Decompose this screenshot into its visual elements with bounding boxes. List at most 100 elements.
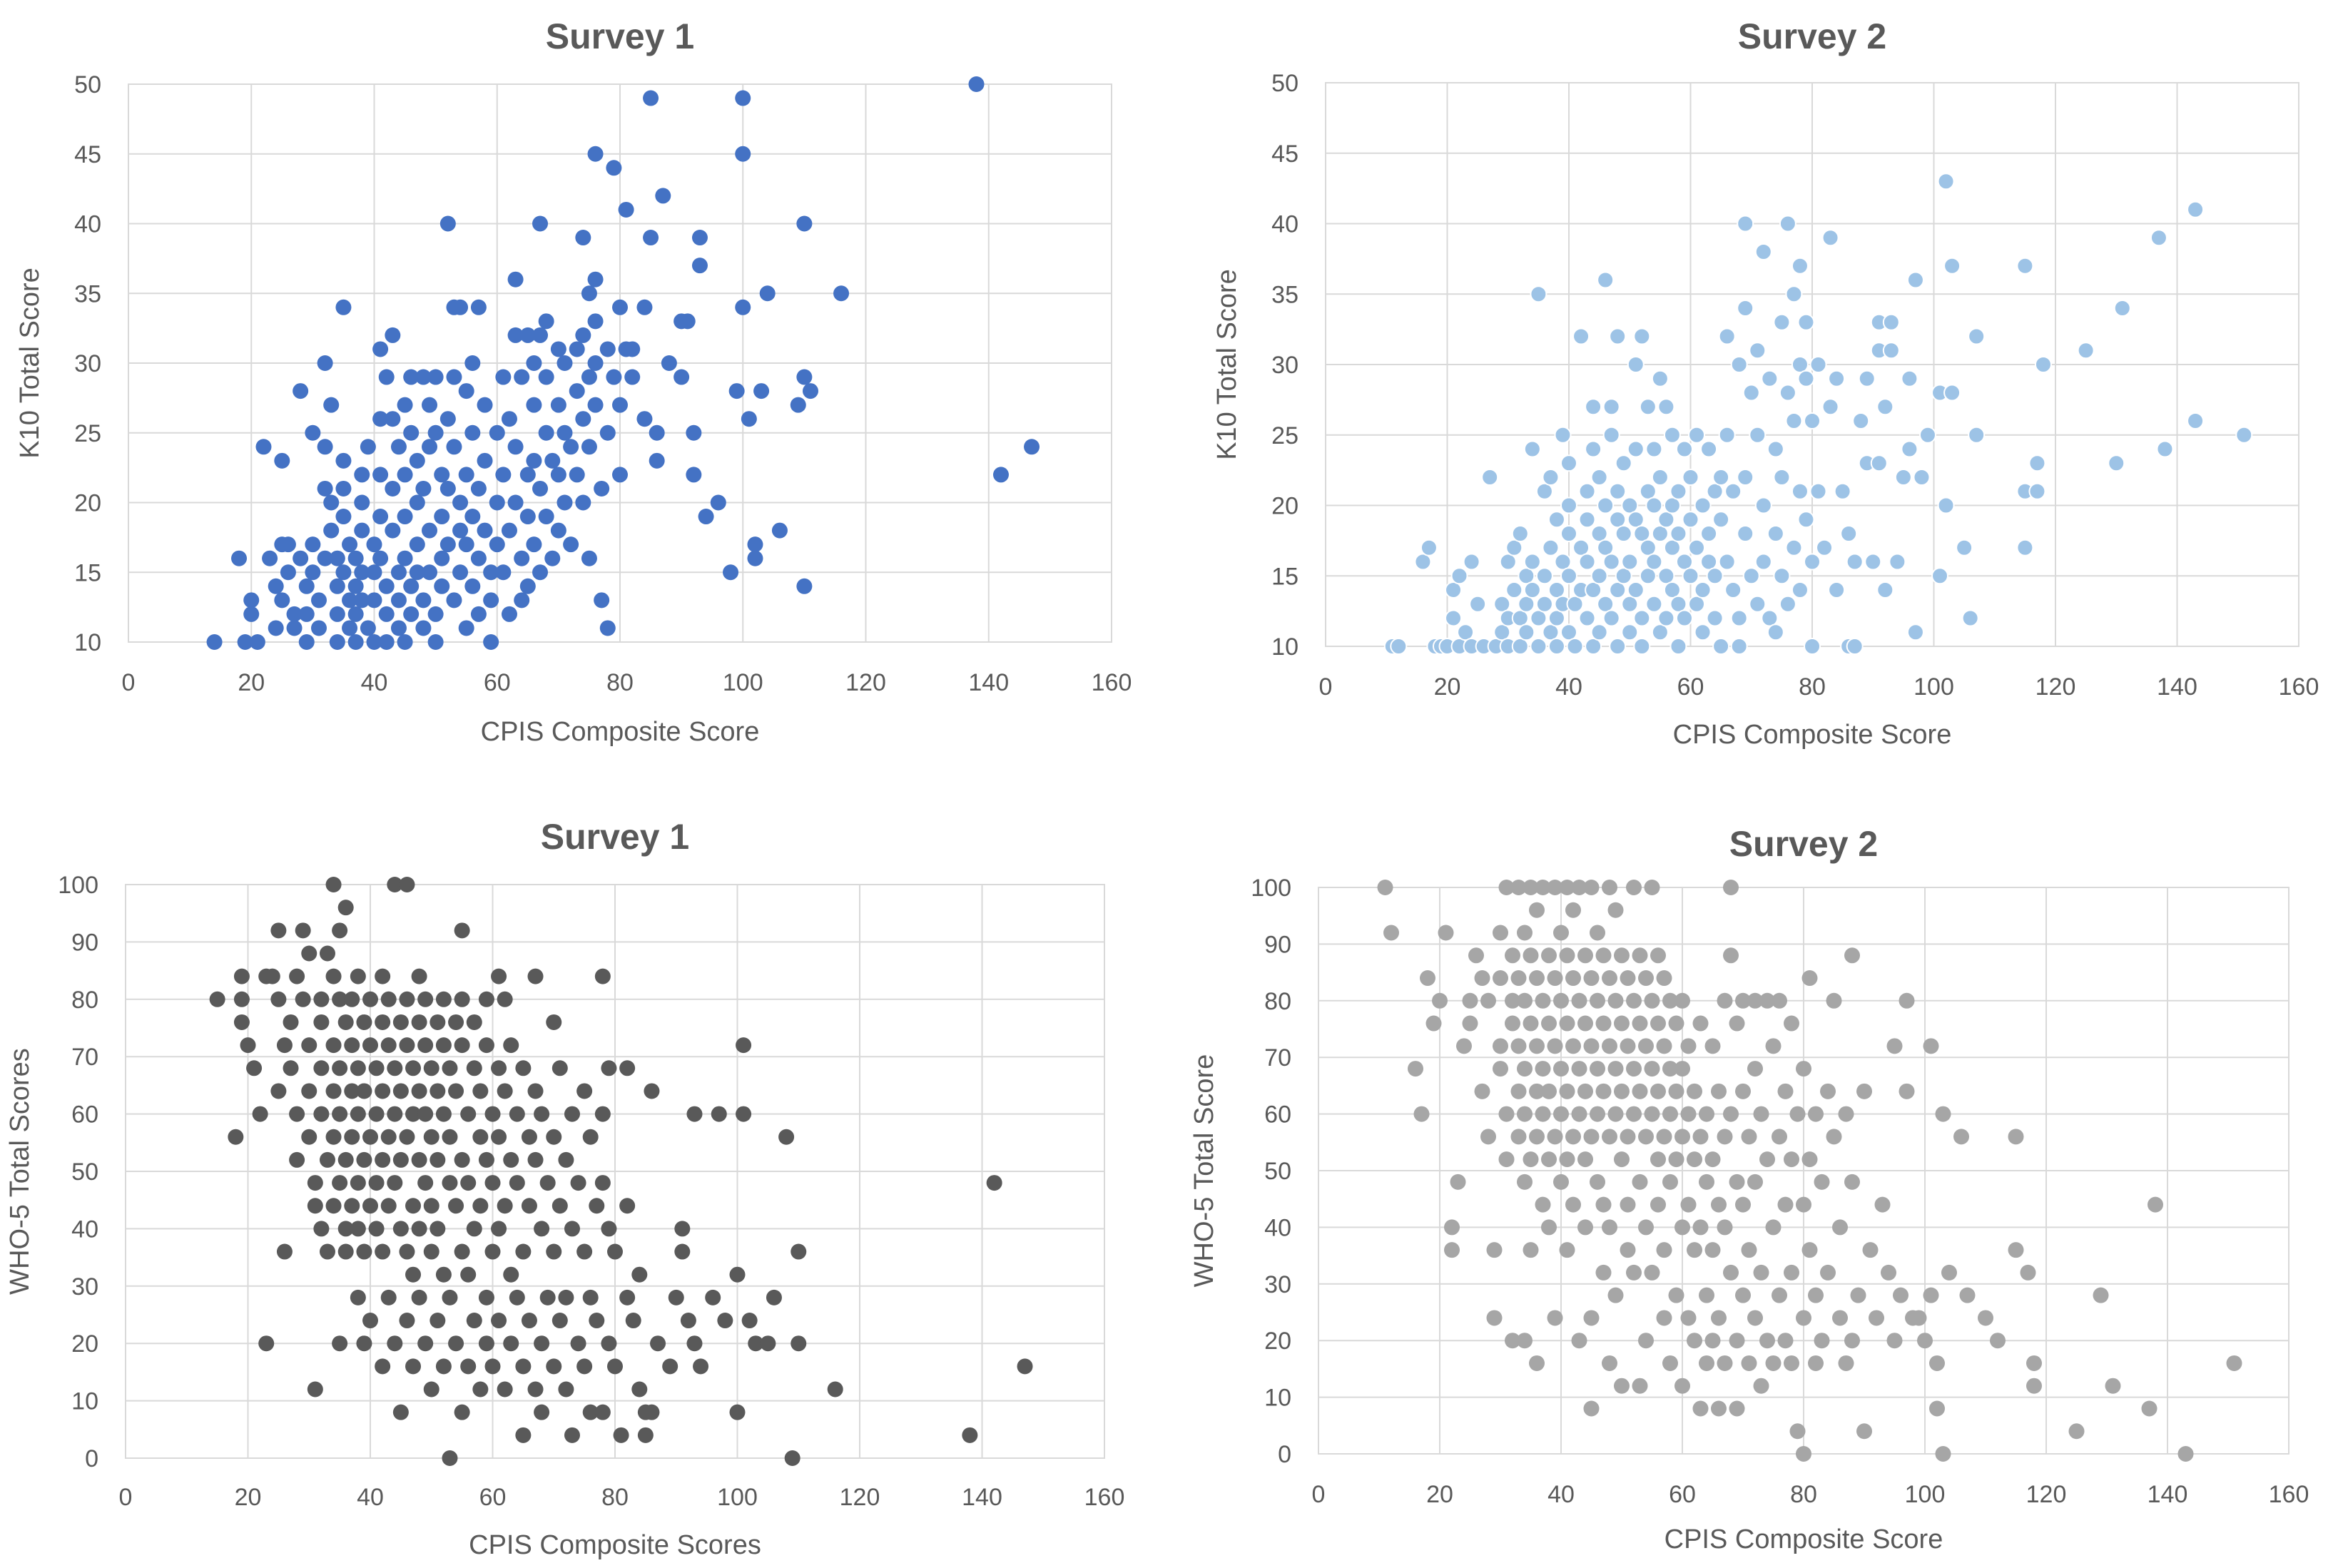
data-point	[362, 1198, 378, 1214]
data-point	[1724, 581, 1742, 599]
data-point	[233, 1014, 250, 1030]
data-point	[347, 578, 364, 594]
data-point	[759, 285, 776, 302]
data-point	[515, 1060, 532, 1076]
data-point	[427, 369, 444, 385]
data-point	[1444, 1219, 1460, 1236]
data-point	[1846, 638, 1864, 655]
data-point	[380, 1037, 397, 1054]
data-point	[1609, 638, 1627, 655]
data-point	[430, 1083, 446, 1099]
data-point	[399, 877, 415, 892]
data-point	[350, 1221, 366, 1237]
data-point	[1644, 880, 1660, 895]
data-point	[1559, 947, 1575, 964]
data-point	[507, 494, 524, 511]
data-point	[1644, 1106, 1660, 1122]
data-point	[366, 536, 382, 553]
data-point	[491, 1129, 507, 1145]
data-point	[650, 1335, 666, 1352]
data-point	[1779, 384, 1796, 402]
data-point	[2235, 426, 2253, 444]
y-tick-label: 30	[1264, 1271, 1291, 1298]
data-point	[1638, 1219, 1654, 1236]
data-point	[439, 536, 456, 553]
data-point	[1688, 539, 1706, 556]
data-point	[435, 991, 452, 1007]
data-point	[1700, 440, 1718, 458]
x-axis-label: CPIS Composite Score	[481, 717, 760, 747]
data-point	[1583, 880, 1600, 895]
data-point	[1662, 1061, 1678, 1077]
data-point	[427, 634, 444, 650]
data-point	[1535, 482, 1553, 500]
data-point	[1694, 581, 1712, 599]
data-point	[423, 1381, 439, 1398]
data-point	[472, 1198, 489, 1214]
y-tick-label: 15	[74, 559, 101, 586]
data-point	[1704, 1333, 1721, 1349]
data-point	[454, 1151, 470, 1168]
data-point	[1704, 1038, 1721, 1054]
data-point	[1704, 1151, 1721, 1168]
data-point	[521, 1313, 537, 1329]
data-point	[563, 439, 579, 455]
data-point	[760, 1335, 776, 1352]
data-point	[1753, 1106, 1769, 1122]
data-point	[366, 592, 382, 609]
data-point	[1377, 880, 1393, 895]
data-point	[1662, 1174, 1678, 1190]
data-point	[1785, 285, 1803, 303]
data-point	[372, 509, 389, 525]
data-point	[1796, 1196, 1811, 1213]
data-point	[968, 76, 985, 92]
data-point	[1523, 1015, 1539, 1032]
data-point	[1553, 925, 1569, 941]
data-point	[1590, 525, 1608, 542]
data-point	[1510, 880, 1527, 895]
data-point	[423, 1198, 439, 1214]
data-point	[399, 1313, 415, 1329]
data-point	[1632, 1083, 1648, 1099]
data-point	[347, 606, 364, 622]
data-point	[1692, 1129, 1709, 1145]
data-point	[423, 1060, 439, 1076]
data-point	[1906, 271, 1924, 289]
data-point	[323, 397, 340, 413]
data-point	[790, 397, 806, 413]
data-point	[558, 1151, 574, 1168]
data-point	[1602, 426, 1620, 444]
data-point	[1953, 1129, 1969, 1145]
data-point	[679, 313, 696, 330]
y-tick-label: 25	[74, 420, 101, 447]
data-point	[280, 536, 296, 553]
data-point	[403, 369, 420, 385]
data-point	[415, 480, 432, 497]
data-point	[390, 439, 407, 455]
data-point	[581, 285, 597, 302]
data-point	[1468, 947, 1484, 964]
data-point	[372, 550, 389, 566]
data-point	[519, 327, 536, 343]
data-point	[1772, 1287, 1787, 1303]
data-point	[1779, 215, 1796, 233]
data-point	[1797, 370, 1815, 387]
x-tick-label: 140	[2157, 673, 2197, 701]
data-point	[526, 452, 542, 469]
data-point	[1614, 1151, 1630, 1168]
data-point	[1901, 440, 1918, 458]
data-point	[409, 452, 425, 469]
data-point	[1699, 1355, 1714, 1371]
data-point	[1590, 623, 1608, 641]
data-point	[430, 1313, 446, 1329]
data-point	[2026, 1355, 2042, 1371]
data-point	[1808, 1287, 1824, 1303]
data-point	[399, 1037, 415, 1054]
data-point	[1547, 970, 1563, 987]
data-point	[1632, 1015, 1648, 1032]
data-point	[464, 509, 481, 525]
data-point	[1535, 992, 1551, 1009]
data-point	[442, 1175, 458, 1191]
x-axis-label: CPIS Composite Score	[1673, 720, 1952, 750]
data-point	[538, 509, 554, 525]
